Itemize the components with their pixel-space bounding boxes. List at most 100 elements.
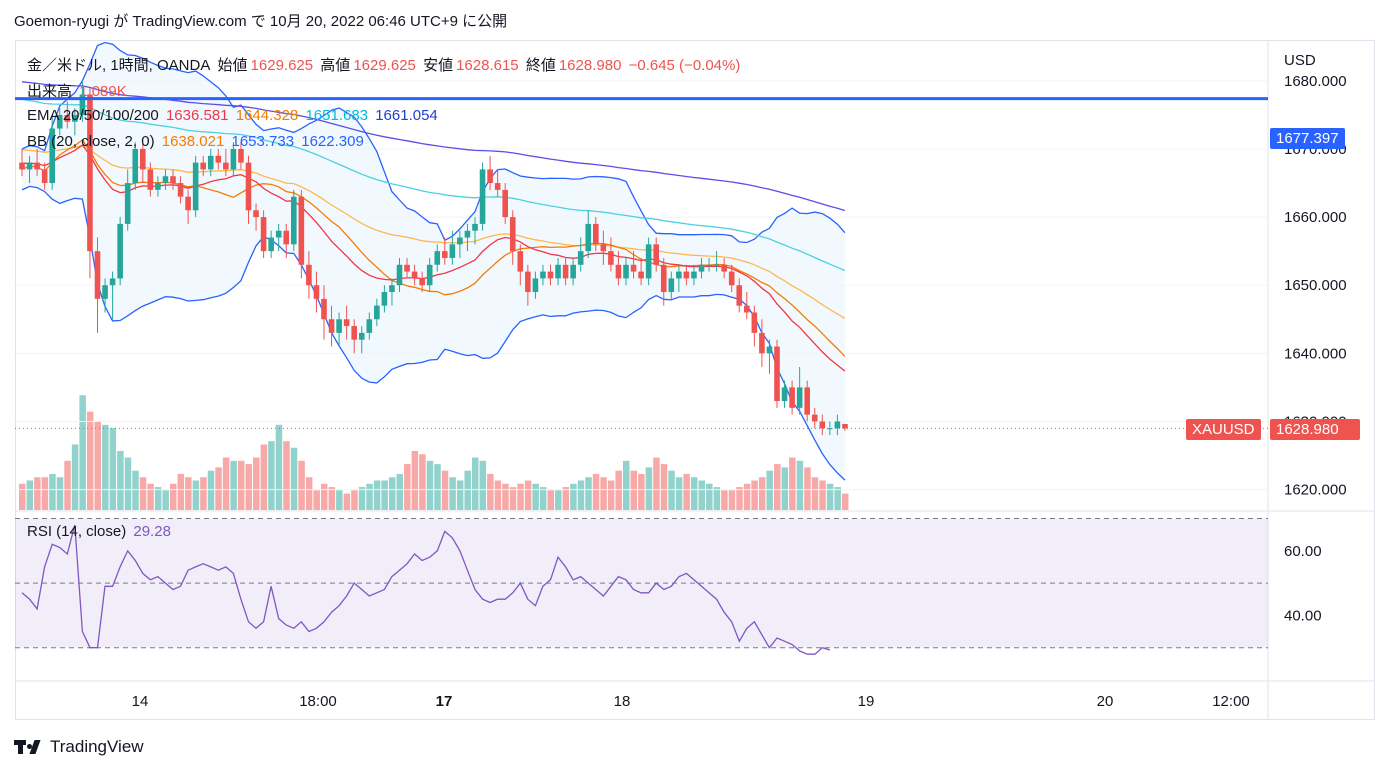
candle-body (49, 128, 55, 184)
bb-band-fill (22, 42, 845, 481)
candle-body (608, 251, 614, 265)
volume-bar (49, 473, 56, 510)
volume-bar (683, 473, 690, 510)
candle-body (19, 162, 25, 170)
candle-body (41, 169, 48, 184)
candle-body (268, 237, 274, 252)
volume-bar (774, 464, 781, 510)
volume-bar (826, 483, 834, 510)
volume-bar (366, 483, 373, 510)
ema-label[interactable]: EMA 20/50/100/200 (27, 107, 159, 124)
rsi-legend: RSI (14, close) 29.28 (27, 523, 174, 540)
volume-bar (79, 395, 86, 510)
candle-body (744, 305, 750, 313)
candle-body (517, 251, 524, 272)
bb-mid-value: 1638.021 (161, 133, 225, 150)
candle-body (298, 196, 305, 265)
last-price-tag: 1628.980 (1270, 419, 1360, 440)
rsi-label[interactable]: RSI (14, close) (27, 523, 127, 540)
candle-body (479, 169, 486, 224)
volume-bar (615, 470, 622, 510)
volume-bar (343, 493, 351, 510)
volume-bar (502, 483, 509, 510)
time-tick-label: 17 (436, 693, 453, 710)
volume-bar (404, 464, 411, 510)
volume-bar (743, 483, 751, 510)
candle-body (766, 346, 773, 354)
time-tick-label: 14 (132, 693, 149, 710)
volume-bar (751, 480, 758, 510)
ema200-value: 1661.054 (375, 107, 438, 124)
chart-frame[interactable] (15, 40, 1375, 720)
candle-body (827, 428, 833, 430)
volume-bar (592, 473, 600, 510)
candle-body (109, 278, 116, 286)
candle-body (87, 94, 93, 252)
volume-bar (713, 487, 721, 510)
ema100-line (21, 98, 846, 272)
volume-bar (290, 447, 298, 510)
volume-bar (102, 424, 109, 510)
candle-body (389, 285, 395, 293)
volume-bar (275, 424, 283, 510)
candle-body (585, 223, 592, 252)
volume-bar (675, 477, 683, 510)
candle-body (804, 387, 810, 415)
volume-bar (336, 490, 343, 510)
candle-body (525, 271, 531, 293)
volume-bar (237, 460, 245, 510)
close-label: 終値 (525, 57, 556, 74)
volume-bar (185, 477, 192, 510)
candle-body (811, 414, 818, 422)
time-tick-label: 18 (614, 693, 631, 710)
candle-body (155, 183, 161, 190)
bb-label[interactable]: BB (20, close, 2, 0) (27, 133, 155, 150)
volume-bar (381, 480, 388, 510)
candle-body (238, 148, 244, 163)
volume-bar (215, 467, 222, 510)
change-value: −0.645 (−0.04%) (628, 57, 741, 74)
volume-bar (449, 477, 456, 510)
volume-bar (388, 477, 396, 510)
volume-bar (479, 460, 487, 510)
volume-bar (71, 444, 79, 510)
candle-body (728, 271, 735, 286)
volume-legend: 出来高 1.089K (27, 80, 130, 101)
ema-legend: EMA 20/50/100/200 1636.581 1644.328 1651… (27, 107, 441, 124)
volume-bar (562, 487, 570, 510)
candle-body (751, 312, 758, 333)
candle-body (494, 183, 501, 190)
volume-bar (524, 480, 532, 510)
ema20-value: 1636.581 (165, 107, 229, 124)
candle-body (638, 271, 644, 279)
candle-body (34, 162, 40, 170)
candle-body (170, 176, 176, 184)
hline-price-tag[interactable]: 1677.397 (1270, 128, 1345, 149)
candle-body (706, 264, 712, 266)
symbol-label[interactable]: 金／米ドル, 1時間, OANDA (27, 57, 211, 74)
volume-bar (607, 480, 615, 510)
volume-bar (147, 483, 154, 510)
volume-bar (789, 457, 796, 510)
candle-body (336, 319, 342, 333)
ema50-line (21, 144, 846, 319)
volume-bar (396, 473, 403, 510)
close-value: 1628.980 (558, 57, 622, 74)
price-tick-label: 1620.000 (1284, 482, 1347, 499)
volume-bar (411, 451, 419, 510)
volume-bar (638, 473, 645, 510)
candle-body (328, 319, 335, 333)
candle-body (691, 271, 697, 279)
volume-bar (313, 490, 320, 510)
candle-body (502, 189, 508, 218)
candle-body (774, 346, 780, 402)
price-tick-label: 1680.000 (1284, 73, 1347, 90)
candle-body (79, 94, 86, 115)
candle-body (487, 169, 493, 184)
candle-body (600, 244, 607, 252)
volume-bar (577, 480, 585, 510)
rsi-value: 29.28 (133, 523, 171, 540)
candle-body (260, 217, 267, 252)
volume-bar (494, 480, 502, 510)
